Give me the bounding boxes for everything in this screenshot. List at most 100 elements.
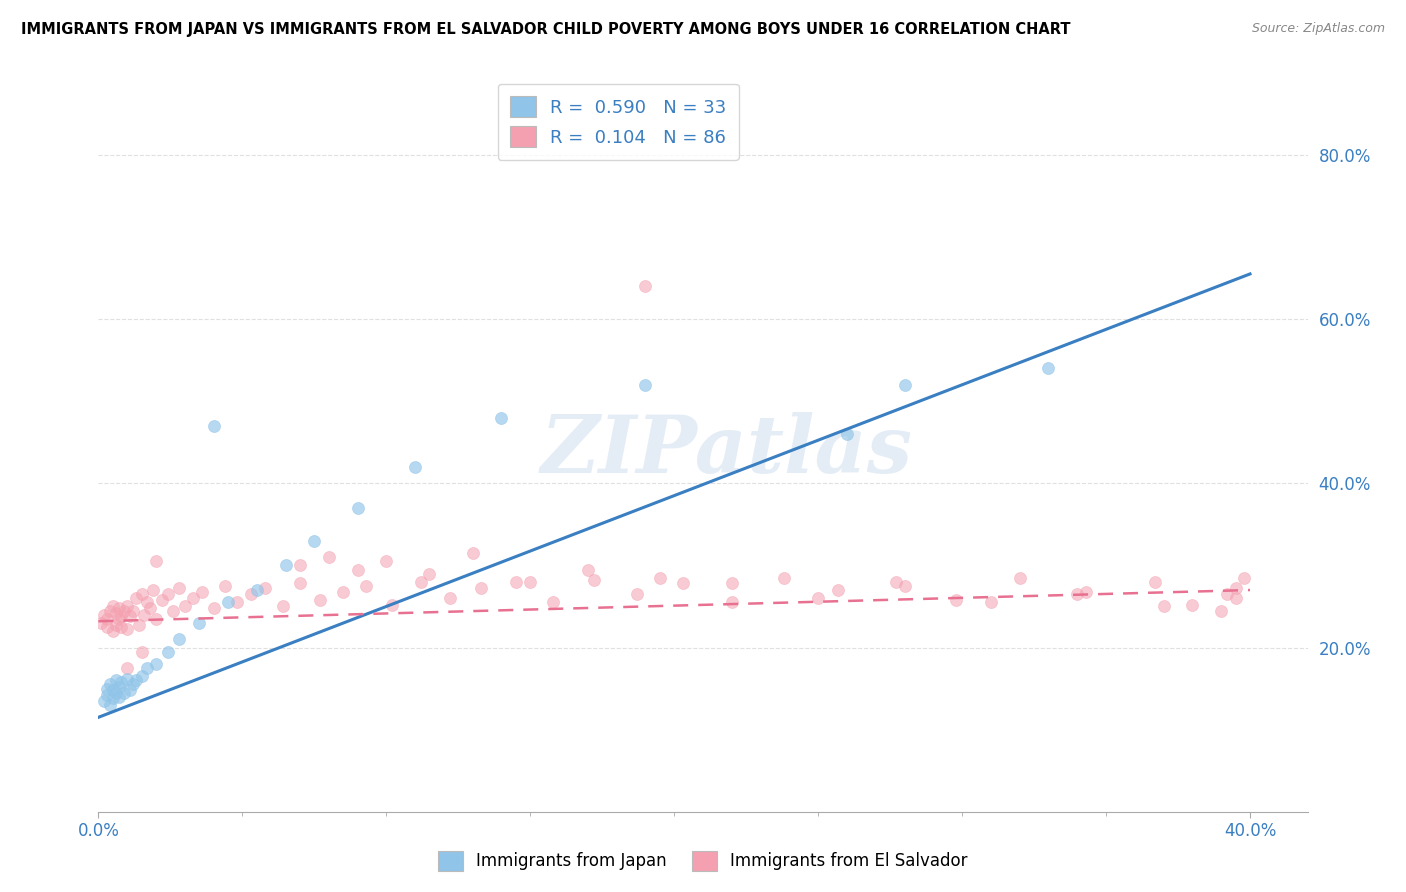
- Point: [835, 427, 858, 442]
- Point: [1143, 574, 1166, 589]
- Point: [115, 623, 138, 637]
- Point: [93, 694, 115, 708]
- Point: [122, 603, 145, 617]
- Point: [461, 546, 484, 560]
- Text: Source: ZipAtlas.com: Source: ZipAtlas.com: [1251, 22, 1385, 36]
- Point: [271, 599, 294, 614]
- Point: [107, 680, 129, 694]
- Point: [404, 459, 426, 474]
- Point: [827, 582, 849, 597]
- Point: [332, 584, 354, 599]
- Point: [136, 661, 159, 675]
- Point: [634, 377, 657, 392]
- Point: [167, 582, 190, 596]
- Text: IMMIGRANTS FROM JAPAN VS IMMIGRANTS FROM EL SALVADOR CHILD POVERTY AMONG BOYS UN: IMMIGRANTS FROM JAPAN VS IMMIGRANTS FROM…: [21, 22, 1070, 37]
- Point: [240, 587, 263, 601]
- Point: [107, 612, 129, 626]
- Text: ZIPatlas: ZIPatlas: [541, 412, 914, 489]
- Point: [381, 598, 404, 612]
- Legend: Immigrants from Japan, Immigrants from El Salvador: Immigrants from Japan, Immigrants from E…: [430, 842, 976, 880]
- Point: [173, 599, 195, 614]
- Point: [1066, 587, 1088, 601]
- Point: [90, 615, 112, 630]
- Point: [150, 593, 173, 607]
- Point: [104, 606, 127, 620]
- Point: [1225, 582, 1247, 596]
- Point: [1074, 584, 1097, 599]
- Point: [104, 673, 127, 688]
- Point: [145, 612, 167, 626]
- Point: [505, 574, 527, 589]
- Point: [134, 607, 156, 622]
- Point: [254, 582, 277, 596]
- Point: [576, 562, 599, 576]
- Point: [107, 690, 129, 704]
- Point: [246, 582, 269, 597]
- Point: [807, 591, 830, 606]
- Point: [318, 550, 340, 565]
- Point: [122, 677, 145, 691]
- Point: [128, 617, 150, 632]
- Point: [191, 584, 214, 599]
- Point: [1225, 591, 1247, 606]
- Point: [131, 645, 153, 659]
- Point: [156, 645, 179, 659]
- Point: [115, 672, 138, 686]
- Point: [104, 617, 127, 632]
- Point: [131, 587, 153, 601]
- Point: [346, 500, 368, 515]
- Point: [156, 587, 179, 601]
- Point: [1181, 598, 1204, 612]
- Point: [107, 601, 129, 615]
- Point: [142, 582, 165, 597]
- Point: [543, 595, 565, 609]
- Point: [112, 686, 135, 700]
- Point: [214, 579, 236, 593]
- Point: [274, 558, 297, 573]
- Point: [188, 615, 211, 630]
- Point: [167, 632, 190, 647]
- Point: [634, 279, 657, 293]
- Point: [1216, 587, 1239, 601]
- Point: [98, 677, 121, 691]
- Point: [120, 609, 142, 624]
- Point: [1153, 599, 1175, 614]
- Point: [648, 571, 671, 585]
- Point: [945, 593, 967, 607]
- Point: [346, 562, 368, 576]
- Point: [101, 683, 124, 698]
- Point: [136, 595, 159, 609]
- Point: [217, 595, 239, 609]
- Point: [131, 669, 153, 683]
- Point: [101, 691, 124, 706]
- Point: [309, 593, 332, 607]
- Point: [96, 681, 118, 696]
- Point: [110, 675, 132, 690]
- Point: [375, 554, 398, 568]
- Point: [354, 579, 377, 593]
- Point: [96, 688, 118, 702]
- Point: [96, 612, 118, 626]
- Point: [304, 533, 326, 548]
- Point: [145, 657, 167, 671]
- Point: [409, 574, 432, 589]
- Point: [893, 377, 915, 392]
- Point: [470, 582, 492, 596]
- Point: [288, 558, 311, 573]
- Point: [1211, 603, 1233, 617]
- Point: [720, 576, 742, 591]
- Point: [162, 603, 184, 617]
- Point: [720, 595, 742, 609]
- Point: [98, 698, 121, 712]
- Point: [115, 599, 138, 614]
- Point: [626, 587, 648, 601]
- Point: [139, 601, 162, 615]
- Point: [980, 595, 1002, 609]
- Point: [96, 620, 118, 634]
- Point: [112, 603, 135, 617]
- Point: [125, 591, 148, 606]
- Point: [101, 624, 124, 639]
- Point: [110, 620, 132, 634]
- Point: [1008, 571, 1031, 585]
- Point: [439, 591, 461, 606]
